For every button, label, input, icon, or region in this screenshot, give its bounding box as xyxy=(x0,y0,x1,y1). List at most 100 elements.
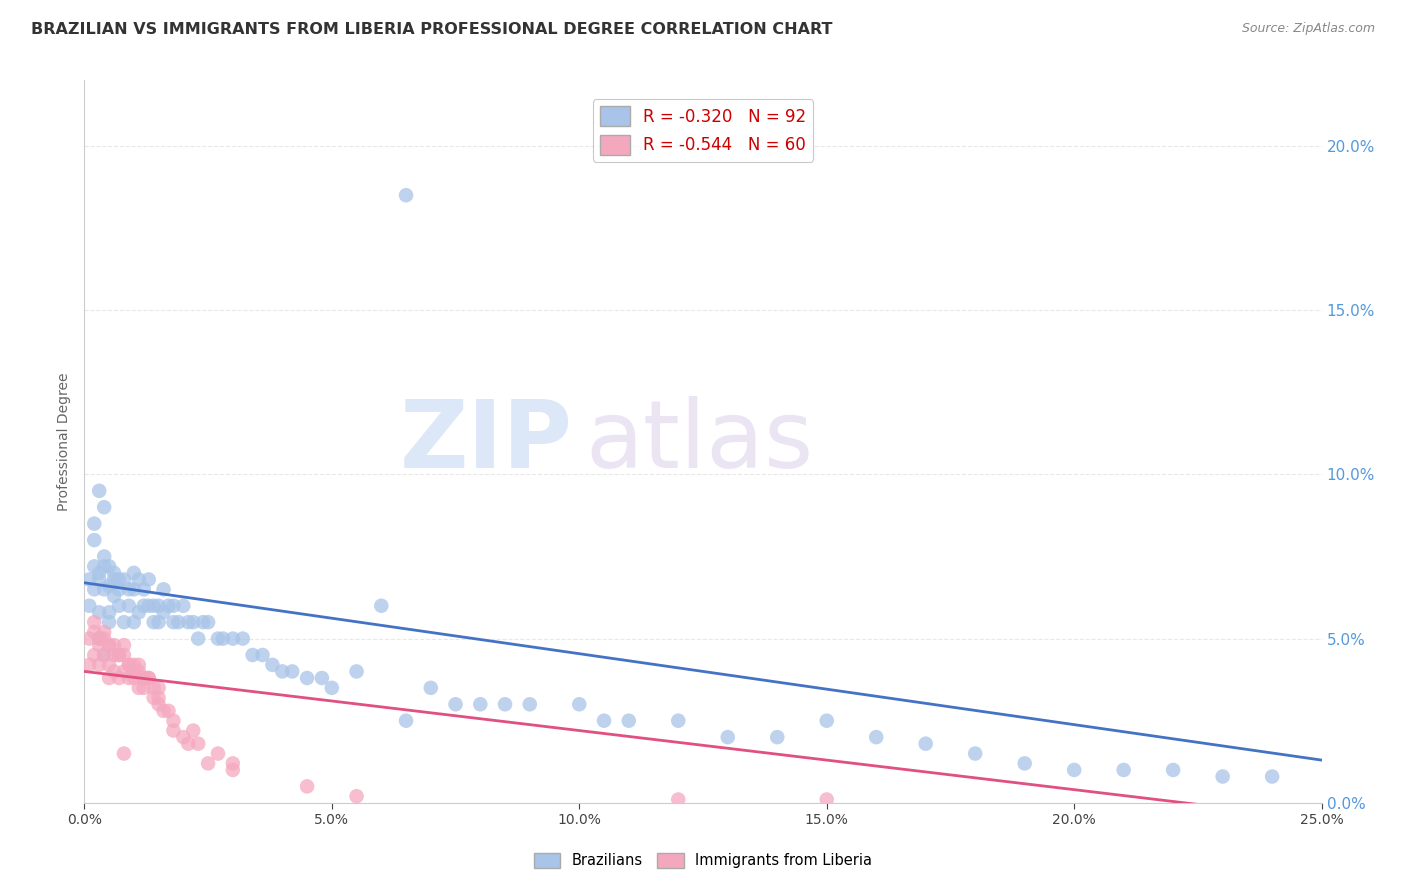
Point xyxy=(128,657,150,672)
Point xyxy=(717,730,740,744)
Point xyxy=(197,615,219,630)
Point xyxy=(98,559,121,574)
Point xyxy=(89,657,111,672)
Point xyxy=(122,615,145,630)
Point xyxy=(207,747,229,761)
Point xyxy=(262,657,284,672)
Point xyxy=(419,681,441,695)
Point xyxy=(617,714,640,728)
Point xyxy=(112,638,135,652)
Point xyxy=(138,599,160,613)
Point xyxy=(346,789,368,804)
Point xyxy=(93,559,115,574)
Point xyxy=(138,671,160,685)
Y-axis label: Professional Degree: Professional Degree xyxy=(58,372,72,511)
Point xyxy=(98,579,121,593)
Point xyxy=(142,681,165,695)
Point xyxy=(965,747,987,761)
Point xyxy=(122,582,145,597)
Point xyxy=(157,704,180,718)
Point xyxy=(181,723,204,738)
Point xyxy=(98,605,121,619)
Point xyxy=(93,632,115,646)
Point xyxy=(470,698,492,712)
Point xyxy=(122,671,145,685)
Point xyxy=(148,690,170,705)
Point xyxy=(766,730,789,744)
Point xyxy=(162,723,184,738)
Point xyxy=(108,648,131,662)
Point xyxy=(162,599,184,613)
Point xyxy=(132,671,155,685)
Point xyxy=(152,605,174,619)
Point xyxy=(103,566,125,580)
Point xyxy=(152,582,174,597)
Point xyxy=(98,615,121,630)
Point xyxy=(191,615,214,630)
Point xyxy=(177,615,200,630)
Point xyxy=(79,599,101,613)
Point xyxy=(98,657,121,672)
Point xyxy=(89,566,111,580)
Point xyxy=(568,698,591,712)
Point xyxy=(132,681,155,695)
Point xyxy=(128,605,150,619)
Point xyxy=(118,671,141,685)
Point xyxy=(1063,763,1085,777)
Point xyxy=(103,638,125,652)
Point xyxy=(271,665,294,679)
Point xyxy=(295,780,318,794)
Point xyxy=(444,698,467,712)
Point xyxy=(142,690,165,705)
Point xyxy=(914,737,936,751)
Point xyxy=(132,582,155,597)
Point xyxy=(162,615,184,630)
Point xyxy=(112,665,135,679)
Point xyxy=(172,730,194,744)
Point xyxy=(89,632,111,646)
Point xyxy=(815,714,838,728)
Point xyxy=(152,704,174,718)
Point xyxy=(167,615,190,630)
Text: atlas: atlas xyxy=(585,395,814,488)
Point xyxy=(108,648,131,662)
Point xyxy=(118,657,141,672)
Point xyxy=(89,632,111,646)
Point xyxy=(172,599,194,613)
Point xyxy=(370,599,392,613)
Point xyxy=(311,671,333,685)
Point xyxy=(815,792,838,806)
Point xyxy=(83,516,105,531)
Point xyxy=(83,615,105,630)
Point xyxy=(232,632,254,646)
Point xyxy=(79,573,101,587)
Point xyxy=(93,500,115,515)
Text: Source: ZipAtlas.com: Source: ZipAtlas.com xyxy=(1241,22,1375,36)
Point xyxy=(98,638,121,652)
Point xyxy=(83,648,105,662)
Point xyxy=(252,648,274,662)
Point xyxy=(321,681,343,695)
Point xyxy=(222,632,245,646)
Legend: Brazilians, Immigrants from Liberia: Brazilians, Immigrants from Liberia xyxy=(527,847,879,874)
Point xyxy=(138,671,160,685)
Point xyxy=(148,698,170,712)
Point xyxy=(142,615,165,630)
Point xyxy=(187,737,209,751)
Point xyxy=(83,559,105,574)
Point xyxy=(1161,763,1184,777)
Point xyxy=(346,665,368,679)
Point xyxy=(181,615,204,630)
Point xyxy=(93,549,115,564)
Point xyxy=(122,566,145,580)
Point xyxy=(112,573,135,587)
Point xyxy=(187,632,209,646)
Point xyxy=(108,582,131,597)
Point xyxy=(98,638,121,652)
Point xyxy=(112,747,135,761)
Point xyxy=(494,698,516,712)
Point xyxy=(83,533,105,547)
Point xyxy=(128,681,150,695)
Legend: R = -0.320   N = 92, R = -0.544   N = 60: R = -0.320 N = 92, R = -0.544 N = 60 xyxy=(593,99,813,161)
Point xyxy=(93,648,115,662)
